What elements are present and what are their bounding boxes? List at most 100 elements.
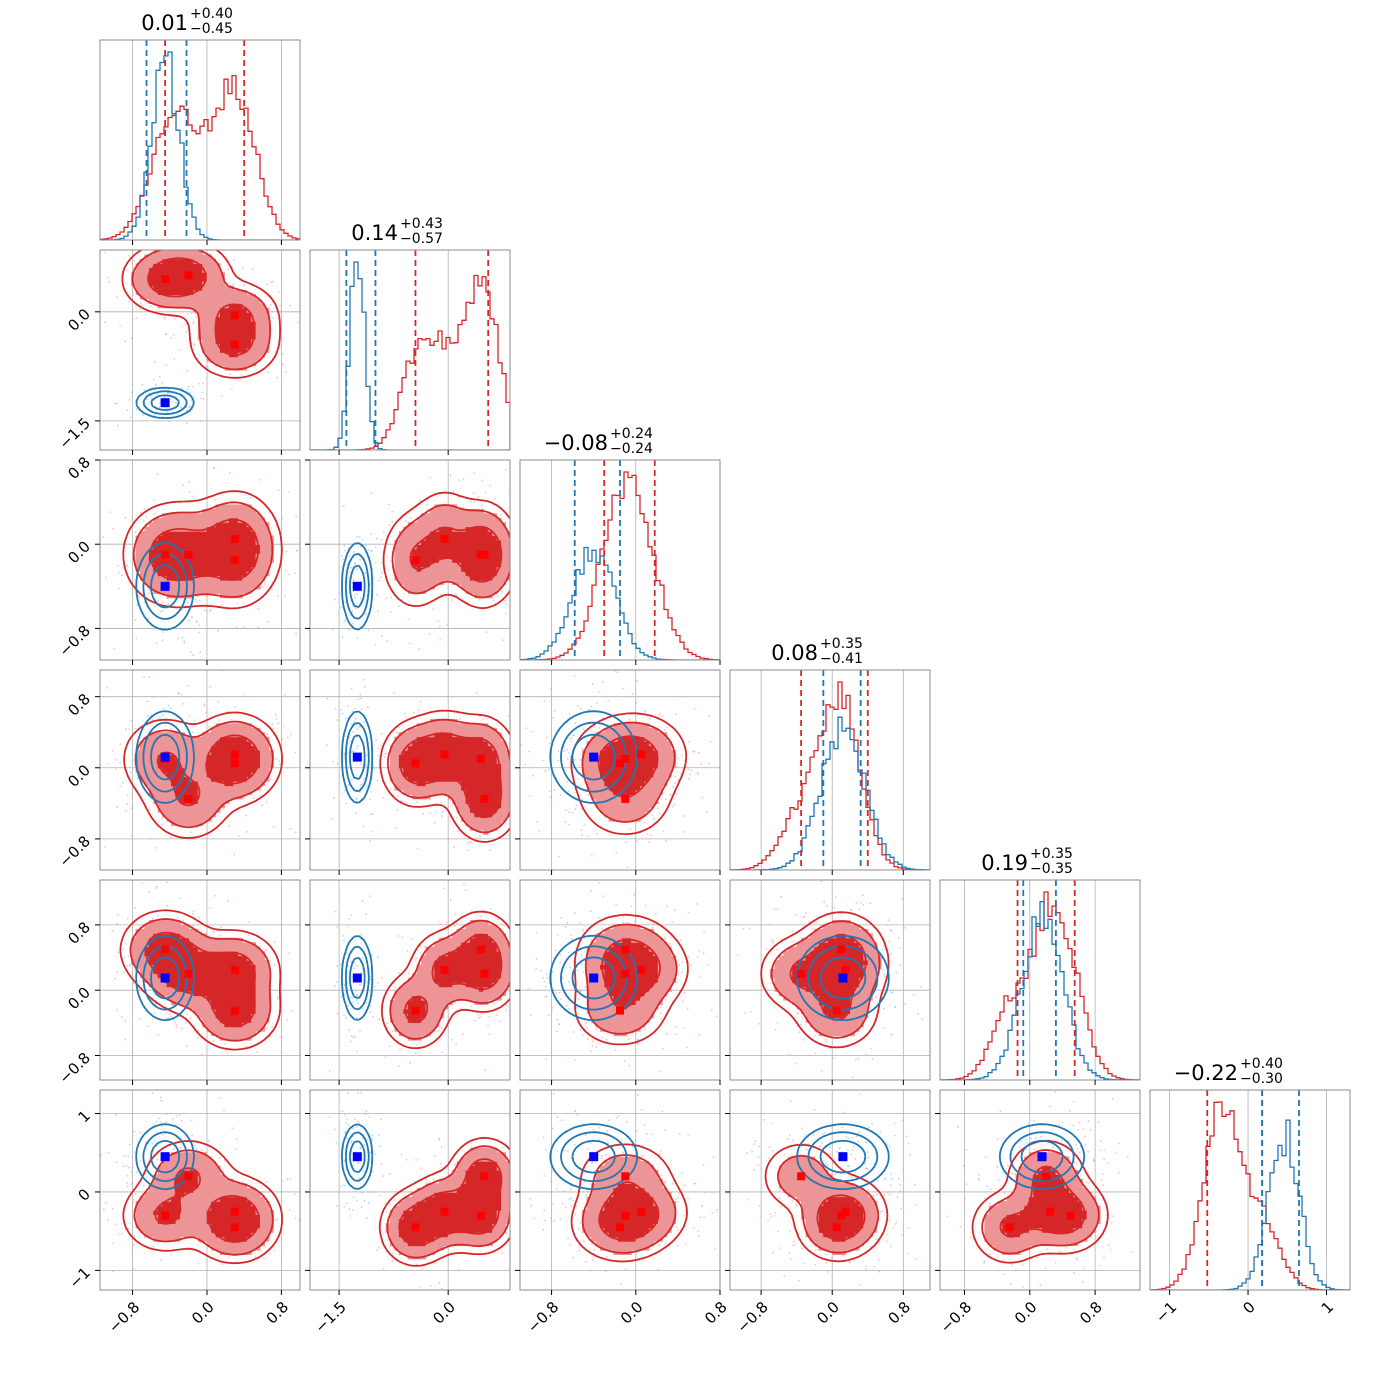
density-cell (466, 777, 471, 782)
density-cell (412, 584, 417, 589)
density-cell (198, 777, 203, 782)
sample-point-blue (157, 600, 159, 602)
sample-point-red (413, 712, 415, 714)
density-cell (207, 580, 212, 585)
density-cell (202, 326, 207, 331)
density-cell (171, 299, 176, 304)
density-cell (167, 808, 172, 813)
density-cell (457, 794, 462, 799)
density-cell (193, 250, 198, 255)
density-cell (452, 728, 457, 733)
density-cell (452, 509, 457, 514)
sample-point-red (233, 854, 235, 856)
density-cell (180, 808, 185, 813)
sample-point-red (130, 337, 132, 339)
sample-point-blue (356, 568, 358, 570)
density-cell (497, 531, 502, 536)
density-cell (426, 728, 431, 733)
density-cell (443, 549, 448, 554)
density-cell (618, 803, 623, 808)
density-cell (426, 768, 431, 773)
density-cell (216, 290, 221, 295)
density-cell (448, 723, 453, 728)
sample-point-red (689, 773, 691, 775)
density-cell (207, 589, 212, 594)
sample-point-blue (360, 546, 362, 548)
density-cell (198, 268, 203, 273)
sample-point-blue (170, 707, 172, 709)
sample-point-blue (351, 688, 353, 690)
sample-point-red (508, 715, 510, 717)
density-cell (483, 544, 488, 549)
density-cell (189, 286, 194, 291)
density-cell (207, 803, 212, 808)
density-cell (470, 746, 475, 751)
sample-point-blue (147, 399, 149, 401)
density-cell (260, 754, 265, 759)
sample-point-red (133, 260, 135, 262)
density-cell (229, 326, 234, 331)
density-cell (260, 772, 265, 777)
density-cell (242, 343, 247, 348)
density-cell (474, 777, 479, 782)
density-cell (430, 768, 435, 773)
density-cell (417, 527, 422, 532)
sample-point-red (722, 752, 724, 754)
red-mode-marker-1 (481, 551, 489, 559)
density-cell (470, 786, 475, 791)
density-cell (439, 549, 444, 554)
sample-point-red (203, 703, 205, 705)
density-cell (461, 576, 466, 581)
sample-point-blue (360, 698, 362, 700)
sample-point-blue (148, 618, 150, 620)
density-cell (202, 750, 207, 755)
density-cell (256, 741, 261, 746)
sample-point-blue (514, 775, 516, 777)
sample-point-red (270, 304, 272, 306)
density-cell (193, 303, 198, 308)
density-cell (479, 781, 484, 786)
density-cell (461, 759, 466, 764)
density-cell (211, 737, 216, 742)
density-cell (439, 741, 444, 746)
sample-point-red (568, 824, 570, 826)
density-cell (211, 263, 216, 268)
density-cell (412, 732, 417, 737)
density-cell (492, 553, 497, 558)
density-cell (417, 754, 422, 759)
density-cell (492, 540, 497, 545)
density-cell (399, 558, 404, 563)
sample-point-red (447, 816, 449, 818)
density-cell (596, 737, 601, 742)
density-cell (627, 772, 632, 777)
sample-point-red (131, 795, 133, 797)
sample-point-blue (571, 740, 573, 742)
density-cell (180, 272, 185, 277)
density-cell (430, 518, 435, 523)
density-cell (627, 746, 632, 751)
density-cell (426, 513, 431, 518)
density-cell (207, 536, 212, 541)
density-cell (211, 281, 216, 286)
density-cell (242, 540, 247, 545)
panel-2-0: −0.80.00.8 (56, 424, 328, 670)
density-cell (474, 531, 479, 536)
density-cell (452, 746, 457, 751)
density-cell (242, 553, 247, 558)
sample-point-blue (334, 599, 336, 601)
density-cell (180, 290, 185, 295)
sample-point-red (274, 543, 276, 545)
density-cell (158, 794, 163, 799)
sample-point-blue (376, 594, 378, 596)
sample-point-red (231, 388, 233, 390)
density-cell (408, 584, 413, 589)
density-cell (448, 536, 453, 541)
density-cell (466, 732, 471, 737)
density-cell (247, 299, 252, 304)
sample-point-blue (142, 420, 144, 422)
density-cell (180, 540, 185, 545)
density-cell (596, 746, 601, 751)
sample-point-red (276, 718, 278, 720)
density-cell (198, 750, 203, 755)
